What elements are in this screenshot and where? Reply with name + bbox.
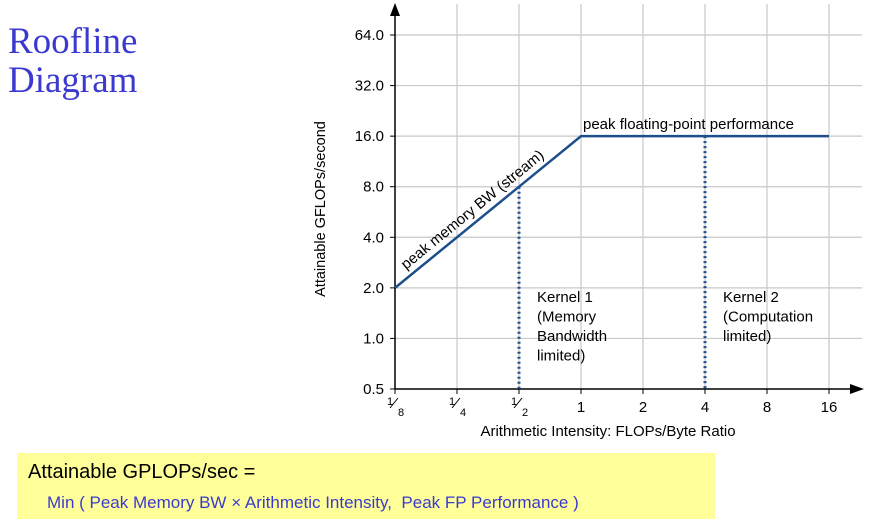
roofline xyxy=(394,134,829,289)
kernel-label-line: Bandwidth xyxy=(537,328,607,345)
kernel-label-line: Kernel 1 xyxy=(537,289,593,306)
x-tick-fraction: 12 xyxy=(511,396,528,419)
y-tick-label: 4.0 xyxy=(363,229,384,246)
x-tick-slash xyxy=(451,397,461,409)
y-axis-arrow xyxy=(390,3,400,16)
peak-fp-label: peak floating-point performance xyxy=(583,116,794,133)
x-axis-title: Arithmetic Intensity: FLOPs/Byte Ratio xyxy=(480,423,735,440)
kernel-2-label: Kernel 2 (Computation limited) xyxy=(723,289,813,345)
formula-box: Attainable GPLOPs/sec = Min ( Peak Memor… xyxy=(17,453,715,519)
x-tick-label: 2 xyxy=(639,399,647,416)
kernel-label-line: (Memory xyxy=(537,309,597,326)
y-tick-label: 0.5 xyxy=(363,381,384,398)
grid xyxy=(395,4,862,389)
kernel-markers: Kernel 1 (Memory Bandwidth limited)Kernel 2… xyxy=(517,136,813,389)
y-tick-label: 32.0 xyxy=(355,78,384,95)
slide-title: Roofline Diagram xyxy=(8,22,137,100)
y-tick-label: 64.0 xyxy=(355,27,384,44)
axes xyxy=(390,3,864,394)
x-tick-label: 4 xyxy=(701,399,709,416)
kernel-label-line: Kernel 2 xyxy=(723,289,779,306)
kernel-label-line: limited) xyxy=(537,348,585,365)
kernel-1-label: Kernel 1 (Memory Bandwidth limited) xyxy=(537,289,607,365)
x-tick-label: 8 xyxy=(763,399,771,416)
y-tick-label: 2.0 xyxy=(363,280,384,297)
kernel-label-line: (Computation xyxy=(723,309,813,326)
x-axis-arrow xyxy=(850,384,864,394)
title-line-1: Roofline xyxy=(8,21,138,62)
y-axis-title: Attainable GFLOPs/second xyxy=(313,121,329,297)
formula-expression: Min ( Peak Memory BW × Arithmetic Intens… xyxy=(47,493,579,512)
memory-bw-label: peak memory BW (stream) xyxy=(398,147,548,273)
formula-heading: Attainable GPLOPs/sec = xyxy=(28,461,256,483)
x-tick-numerator: 1 xyxy=(511,396,517,408)
y-tick-label: 16.0 xyxy=(355,128,384,145)
x-tick-fraction: 14 xyxy=(449,396,466,419)
x-tick-denominator: 2 xyxy=(522,407,528,419)
roofline-line xyxy=(394,134,829,289)
x-tick-numerator: 1 xyxy=(387,396,393,408)
x-tick-numerator: 1 xyxy=(449,396,455,408)
x-tick-denominator: 4 xyxy=(460,407,466,419)
title-line-2: Diagram xyxy=(8,60,138,101)
x-tick-label: 16 xyxy=(821,399,838,416)
kernel-label-line: limited) xyxy=(723,328,771,345)
y-tick-label: 1.0 xyxy=(363,330,384,347)
y-tick-label: 8.0 xyxy=(363,179,384,196)
x-tick-denominator: 8 xyxy=(398,407,404,419)
x-tick-label: 1 xyxy=(577,399,585,416)
x-tick-slash xyxy=(513,397,523,409)
x-tick-fraction: 18 xyxy=(387,396,404,419)
x-tick-slash xyxy=(389,397,399,409)
